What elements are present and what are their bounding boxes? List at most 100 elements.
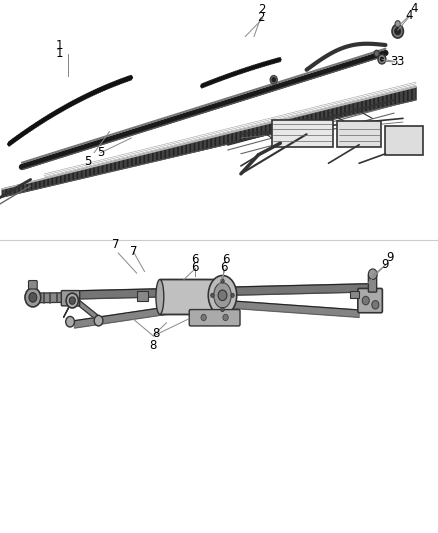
Polygon shape <box>15 185 19 194</box>
Polygon shape <box>230 73 232 77</box>
Polygon shape <box>57 109 59 115</box>
Polygon shape <box>38 120 40 126</box>
Polygon shape <box>345 103 349 116</box>
Polygon shape <box>311 111 316 124</box>
FancyBboxPatch shape <box>385 126 423 155</box>
Polygon shape <box>124 158 127 168</box>
Polygon shape <box>245 128 249 140</box>
Polygon shape <box>191 142 194 153</box>
Polygon shape <box>408 88 412 102</box>
Polygon shape <box>119 159 124 169</box>
Polygon shape <box>240 69 242 74</box>
Circle shape <box>69 297 75 304</box>
Polygon shape <box>395 91 399 104</box>
Polygon shape <box>32 124 34 130</box>
Polygon shape <box>170 147 173 158</box>
Polygon shape <box>132 156 136 167</box>
Polygon shape <box>378 95 383 109</box>
Polygon shape <box>212 300 359 317</box>
Polygon shape <box>34 123 36 128</box>
Polygon shape <box>44 116 46 122</box>
Polygon shape <box>61 174 65 183</box>
Text: 6: 6 <box>191 261 199 274</box>
Polygon shape <box>218 77 220 82</box>
Circle shape <box>201 314 206 321</box>
Polygon shape <box>265 123 270 135</box>
Polygon shape <box>127 76 129 81</box>
Polygon shape <box>276 58 278 62</box>
Polygon shape <box>25 128 28 134</box>
Polygon shape <box>7 187 11 196</box>
Polygon shape <box>211 136 215 148</box>
FancyBboxPatch shape <box>368 274 377 292</box>
Polygon shape <box>370 97 374 110</box>
Polygon shape <box>186 143 191 154</box>
Polygon shape <box>199 140 203 151</box>
Polygon shape <box>106 84 109 89</box>
Polygon shape <box>119 79 121 84</box>
Polygon shape <box>250 66 252 70</box>
Polygon shape <box>117 80 119 85</box>
Circle shape <box>395 28 401 35</box>
Polygon shape <box>403 89 408 103</box>
Polygon shape <box>54 110 57 116</box>
Polygon shape <box>178 144 182 156</box>
Polygon shape <box>173 146 178 157</box>
Polygon shape <box>127 157 132 167</box>
Text: 8: 8 <box>152 327 159 340</box>
Polygon shape <box>75 99 78 104</box>
Polygon shape <box>88 92 90 98</box>
FancyBboxPatch shape <box>137 291 148 301</box>
Polygon shape <box>90 92 92 96</box>
Polygon shape <box>74 300 212 328</box>
Polygon shape <box>102 86 104 91</box>
Polygon shape <box>46 115 48 120</box>
Polygon shape <box>291 117 295 129</box>
Polygon shape <box>61 107 63 112</box>
Polygon shape <box>362 99 366 112</box>
Text: 3: 3 <box>396 55 404 68</box>
Polygon shape <box>205 82 208 86</box>
Circle shape <box>272 78 276 82</box>
Polygon shape <box>19 133 21 139</box>
Polygon shape <box>324 109 328 122</box>
Text: 6: 6 <box>191 253 199 266</box>
Polygon shape <box>228 74 230 78</box>
FancyBboxPatch shape <box>337 121 381 148</box>
Text: 2: 2 <box>258 3 266 17</box>
Polygon shape <box>107 162 111 173</box>
Polygon shape <box>81 168 86 179</box>
Polygon shape <box>266 61 268 66</box>
Polygon shape <box>207 138 211 149</box>
Polygon shape <box>19 184 23 193</box>
Circle shape <box>66 317 74 327</box>
Polygon shape <box>94 165 99 175</box>
Polygon shape <box>17 134 19 140</box>
Polygon shape <box>353 101 357 115</box>
Polygon shape <box>316 110 320 123</box>
Polygon shape <box>121 78 123 83</box>
Circle shape <box>392 25 403 38</box>
Circle shape <box>368 269 377 279</box>
Polygon shape <box>64 296 74 318</box>
Polygon shape <box>140 154 145 165</box>
FancyBboxPatch shape <box>189 310 240 326</box>
Polygon shape <box>268 60 270 64</box>
Polygon shape <box>92 91 94 96</box>
Text: 6: 6 <box>222 253 230 266</box>
Circle shape <box>66 293 78 308</box>
Polygon shape <box>391 92 395 106</box>
Polygon shape <box>226 74 228 79</box>
Polygon shape <box>90 166 94 176</box>
Polygon shape <box>104 85 106 90</box>
FancyBboxPatch shape <box>61 290 80 306</box>
Polygon shape <box>29 126 32 132</box>
Polygon shape <box>399 90 403 104</box>
Polygon shape <box>208 81 209 85</box>
Ellipse shape <box>211 279 219 314</box>
Polygon shape <box>63 106 65 111</box>
Polygon shape <box>194 141 199 152</box>
Polygon shape <box>274 59 276 63</box>
Polygon shape <box>98 87 100 93</box>
Circle shape <box>29 293 37 302</box>
